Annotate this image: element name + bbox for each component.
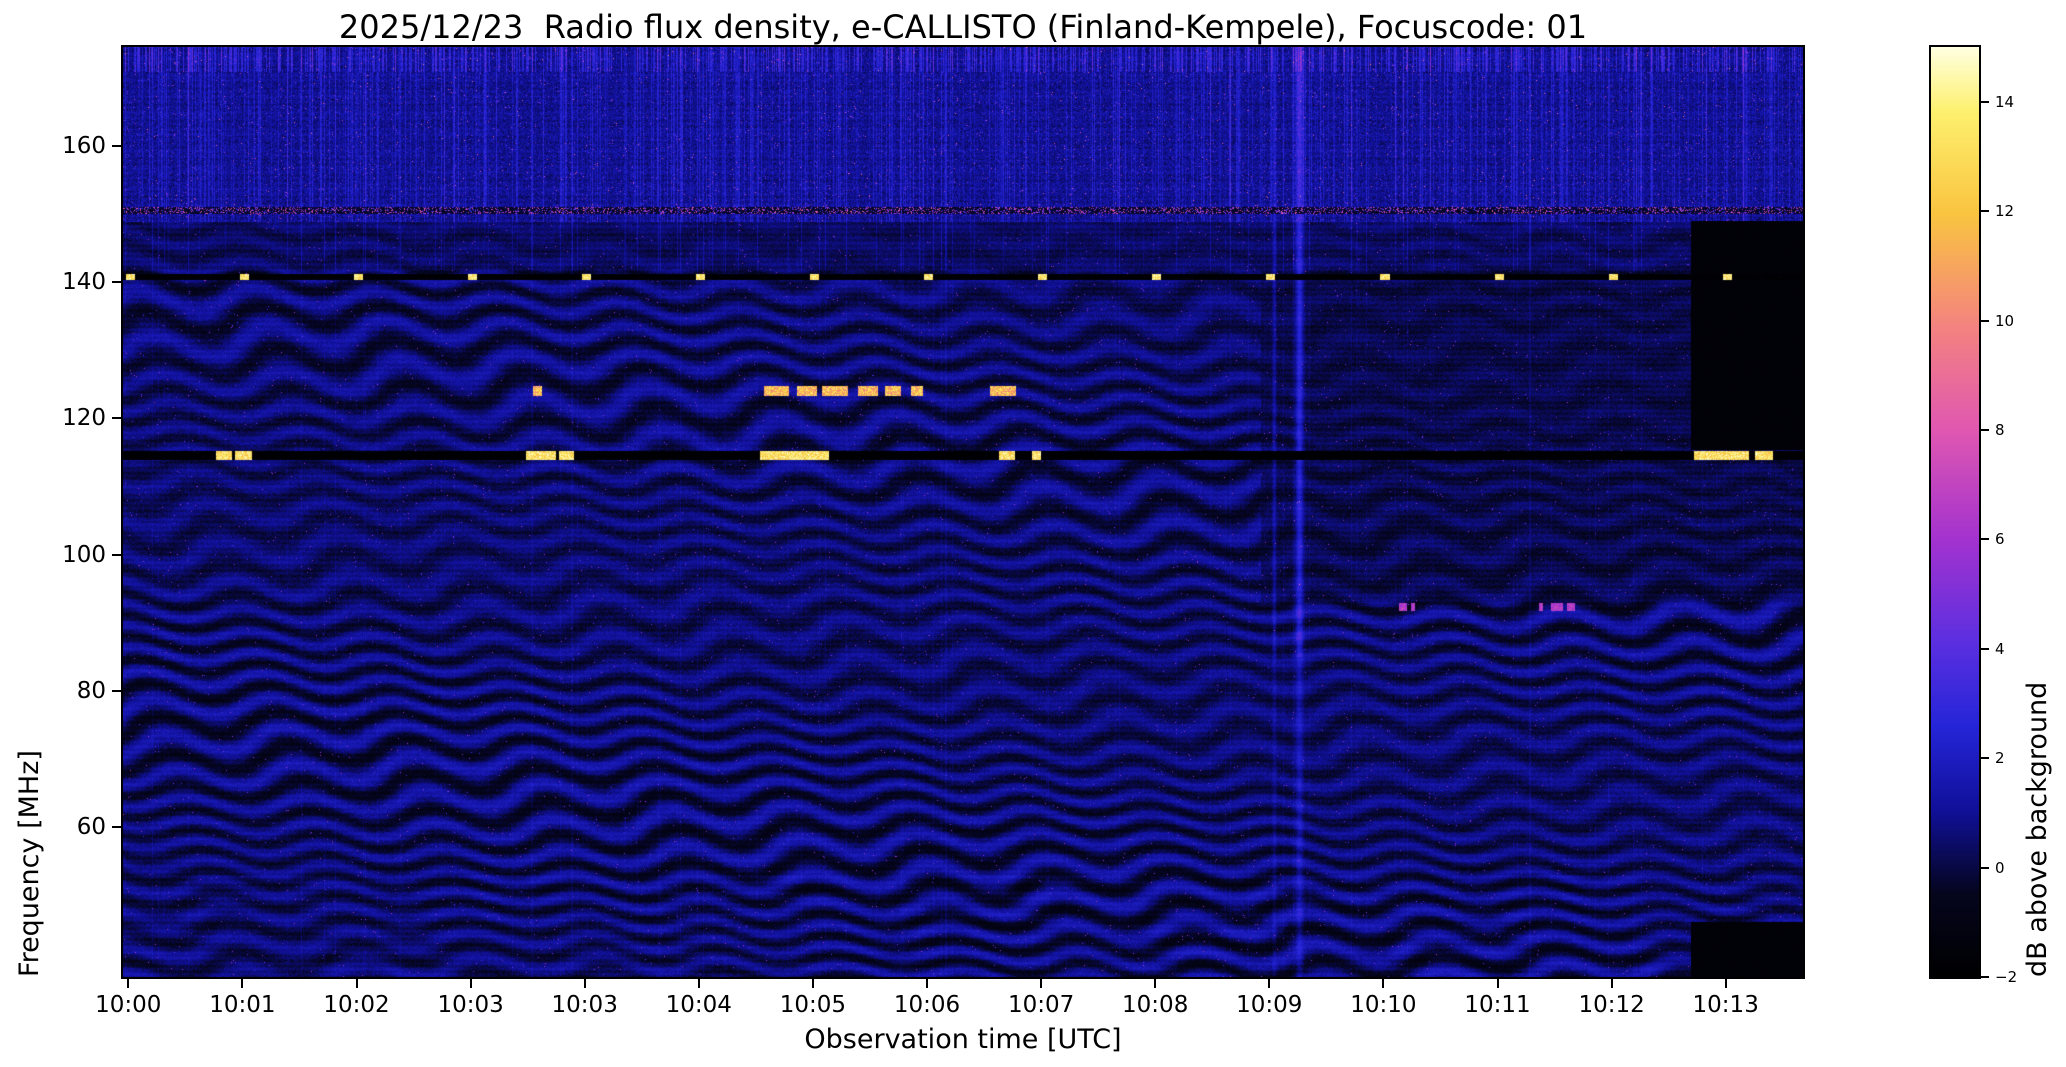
x-tick-label: 10:02 xyxy=(323,992,390,1018)
x-tick-mark xyxy=(1154,979,1157,988)
x-tick-mark xyxy=(469,979,472,988)
y-tick-label: 160 xyxy=(62,132,106,159)
x-tick-mark xyxy=(1610,979,1613,988)
colorbar-tick-mark xyxy=(1981,866,1989,869)
x-tick-label: 10:03 xyxy=(551,992,618,1018)
y-tick-label: 140 xyxy=(62,269,106,296)
colorbar xyxy=(1929,45,1981,979)
y-tick-label: 60 xyxy=(76,814,106,841)
x-tick-mark xyxy=(697,979,700,988)
colorbar-tick-mark xyxy=(1981,976,1989,978)
x-tick-label: 10:00 xyxy=(95,992,162,1018)
x-tick-mark xyxy=(1040,979,1043,988)
colorbar-tick-label: −2 xyxy=(1995,968,2018,986)
spectrogram-canvas xyxy=(123,47,1803,977)
x-tick-mark xyxy=(355,979,358,988)
x-tick-mark xyxy=(1382,979,1385,988)
x-tick-label: 10:13 xyxy=(1692,992,1759,1018)
colorbar-tick-mark xyxy=(1981,428,1989,431)
y-tick-mark xyxy=(112,144,121,147)
y-tick-mark xyxy=(112,281,121,284)
x-tick-mark xyxy=(583,979,586,988)
y-tick-label: 100 xyxy=(62,541,106,568)
colorbar-tick-label: 6 xyxy=(1995,530,2005,549)
colorbar-tick-label: 12 xyxy=(1995,202,2015,221)
colorbar-tick-label: 14 xyxy=(1995,92,2015,111)
y-tick-mark xyxy=(112,826,121,829)
colorbar-label: dB above background xyxy=(2022,681,2053,977)
x-tick-label: 10:12 xyxy=(1578,992,1645,1018)
colorbar-tick-mark xyxy=(1981,647,1989,650)
colorbar-tick-mark xyxy=(1981,100,1989,103)
x-tick-mark xyxy=(926,979,928,988)
x-tick-label: 10:11 xyxy=(1464,992,1531,1018)
y-tick-mark xyxy=(112,689,121,692)
x-tick-mark xyxy=(811,979,814,988)
x-tick-mark xyxy=(1496,979,1499,988)
x-tick-label: 10:06 xyxy=(893,992,961,1018)
x-tick-label: 10:08 xyxy=(1122,992,1189,1018)
x-tick-label: 10:07 xyxy=(1007,992,1075,1018)
x-tick-label: 10:10 xyxy=(1350,992,1417,1018)
colorbar-tick-label: 0 xyxy=(1995,858,2005,877)
x-tick-label: 10:04 xyxy=(665,992,732,1018)
y-tick-mark xyxy=(112,553,121,556)
colorbar-tick-mark xyxy=(1981,757,1989,760)
x-tick-label: 10:05 xyxy=(779,992,847,1018)
colorbar-gradient xyxy=(1931,47,1979,977)
y-tick-label: 80 xyxy=(76,677,106,704)
colorbar-tick-label: 10 xyxy=(1995,311,2015,330)
x-tick-mark xyxy=(1724,979,1727,988)
x-tick-label: 10:01 xyxy=(209,992,276,1018)
y-tick-label: 120 xyxy=(62,405,106,432)
colorbar-tick-mark xyxy=(1981,319,1989,322)
colorbar-tick-label: 8 xyxy=(1995,420,2005,439)
chart-title: 2025/12/23 Radio flux density, e-CALLIST… xyxy=(338,8,1588,46)
colorbar-tick-mark xyxy=(1981,210,1989,213)
colorbar-tick-label: 2 xyxy=(1995,749,2005,768)
colorbar-tick-mark xyxy=(1981,538,1989,541)
colorbar-tick-label: 4 xyxy=(1995,639,2005,658)
x-axis-label: Observation time [UTC] xyxy=(804,1024,1122,1055)
x-tick-mark xyxy=(127,979,130,988)
y-tick-mark xyxy=(112,417,121,420)
x-tick-mark xyxy=(1268,979,1271,988)
x-tick-mark xyxy=(241,979,244,988)
x-tick-label: 10:03 xyxy=(437,992,504,1018)
x-tick-label: 10:09 xyxy=(1236,992,1303,1018)
